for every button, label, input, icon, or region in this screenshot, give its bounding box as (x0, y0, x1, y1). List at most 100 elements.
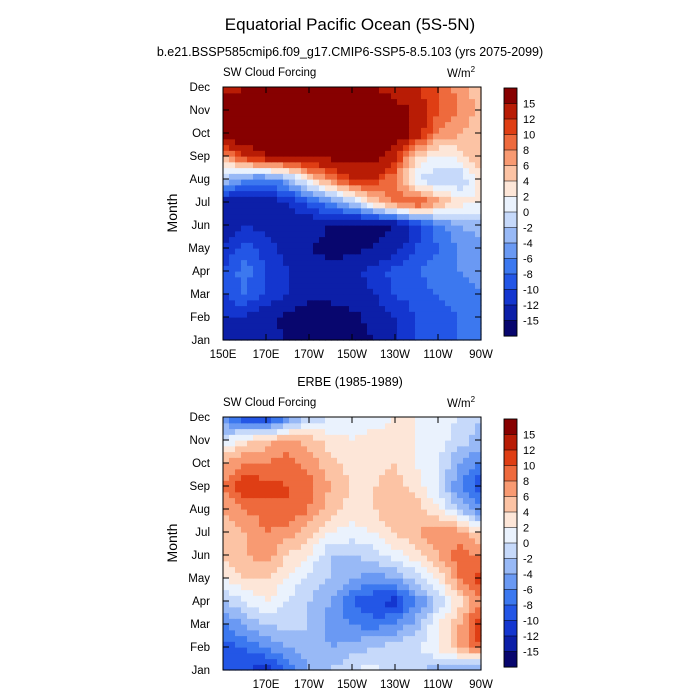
heatmap-cell (361, 150, 368, 157)
heatmap-cell (373, 658, 380, 665)
heatmap-cell (319, 133, 326, 140)
heatmap-cell (445, 422, 452, 430)
heatmap-cell (307, 543, 314, 550)
heatmap-cell (427, 509, 434, 516)
heatmap-cell (277, 549, 284, 556)
heatmap-cell (265, 652, 272, 660)
heatmap-cell (361, 652, 368, 660)
heatmap-cell (421, 276, 428, 284)
heatmap-cell (439, 595, 446, 602)
heatmap-cell (283, 294, 290, 301)
heatmap-cell (283, 167, 290, 174)
heatmap-cell (241, 213, 248, 220)
heatmap-cell (409, 161, 416, 169)
heatmap-cell (265, 225, 272, 232)
heatmap-cell (367, 104, 374, 111)
heatmap-cell (337, 468, 344, 476)
heatmap-cell (337, 514, 344, 522)
heatmap-cell (307, 161, 314, 169)
heatmap-cell (421, 560, 428, 568)
heatmap-cell (313, 486, 320, 493)
heatmap-cell (337, 647, 344, 654)
heatmap-cell (379, 248, 386, 255)
heatmap-cell (307, 555, 314, 562)
heatmap-cell (259, 514, 266, 522)
heatmap-cell (361, 242, 368, 249)
heatmap-cell (451, 282, 458, 289)
heatmap-cell (361, 434, 368, 441)
heatmap-cell (397, 179, 404, 186)
heatmap-cell (427, 196, 434, 203)
heatmap-cell (331, 526, 338, 533)
heatmap-cell (469, 230, 476, 238)
units-base: W/m (447, 68, 471, 80)
heatmap-cell (313, 463, 320, 470)
heatmap-cell (385, 225, 392, 232)
heatmap-cell (457, 618, 464, 625)
heatmap-cell (451, 179, 458, 186)
heatmap-cell (469, 578, 476, 585)
heatmap-cell (313, 334, 320, 341)
heatmap-cell (247, 196, 254, 203)
heatmap-cell (385, 440, 392, 447)
heatmap-cell (409, 207, 416, 215)
heatmap-cell (349, 230, 356, 238)
heatmap-cell (427, 474, 434, 481)
heatmap-cell (379, 311, 386, 318)
heatmap-cell (397, 184, 404, 192)
heatmap-cell (343, 196, 350, 203)
heatmap-cell (433, 606, 440, 614)
heatmap-cell (337, 520, 344, 527)
heatmap-cell (403, 230, 410, 238)
heatmap-cell (391, 202, 398, 209)
heatmap-cell (457, 612, 464, 619)
heatmap-cell (241, 463, 248, 470)
heatmap-cell (283, 104, 290, 111)
heatmap-cell (391, 213, 398, 220)
heatmap-cell (319, 288, 326, 295)
heatmap-cell (457, 468, 464, 476)
heatmap-cell (229, 110, 236, 117)
heatmap-cell (349, 578, 356, 585)
heatmap-cell (301, 463, 308, 470)
heatmap-cell (247, 491, 254, 499)
heatmap-cell (361, 641, 368, 648)
heatmap-cell (271, 440, 278, 447)
heatmap-cell (433, 202, 440, 209)
heatmap-cell (325, 509, 332, 516)
heatmap-cell (415, 259, 422, 266)
heatmap-cell (427, 167, 434, 174)
heatmap-cell (295, 167, 302, 174)
heatmap-cell (301, 294, 308, 301)
heatmap-cell (367, 161, 374, 169)
heatmap-cell (355, 618, 362, 625)
heatmap-cell (337, 179, 344, 186)
heatmap-cell (259, 156, 266, 163)
heatmap-cell (415, 150, 422, 157)
heatmap-cell (415, 219, 422, 226)
heatmap-cell (367, 457, 374, 464)
heatmap-cell (271, 474, 278, 481)
heatmap-cell (421, 595, 428, 602)
heatmap-cell (367, 121, 374, 128)
heatmap-cell (379, 156, 386, 163)
heatmap-cell (229, 566, 236, 573)
heatmap-cell (271, 236, 278, 243)
heatmap-cell (319, 196, 326, 203)
heatmap-cell (331, 305, 338, 312)
heatmap-cell (223, 98, 230, 105)
heatmap-cell (313, 276, 320, 284)
heatmap-cell (433, 566, 440, 573)
heatmap-cell (235, 428, 242, 435)
heatmap-cell (349, 207, 356, 215)
heatmap-cell (277, 190, 284, 197)
heatmap-cell (439, 213, 446, 220)
heatmap-cell (385, 92, 392, 100)
heatmap-cell (475, 560, 482, 568)
heatmap-cell (343, 294, 350, 301)
heatmap-cell (469, 445, 476, 453)
heatmap-cell (223, 190, 230, 197)
heatmap-cell (397, 549, 404, 556)
heatmap-cell (229, 422, 236, 430)
heatmap-cell (349, 265, 356, 272)
